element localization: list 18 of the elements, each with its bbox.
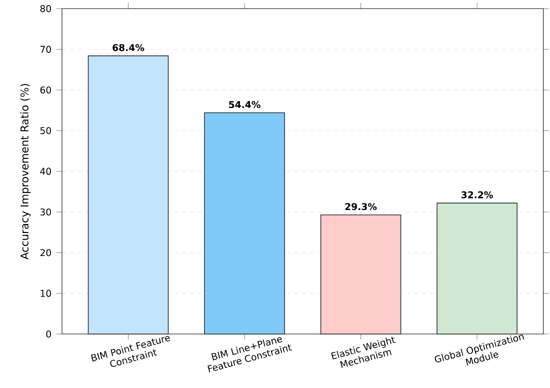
y-tick-label: 60 [40, 86, 51, 94]
y-tick-label: 40 [40, 168, 51, 175]
y-tick-label: 80 [40, 5, 51, 12]
bar [88, 55, 169, 334]
y-tick-label: 50 [40, 127, 51, 134]
y-tick-label: 10 [40, 290, 51, 297]
y-tick-label: 20 [40, 249, 51, 256]
data-label: 68.4% [112, 44, 144, 52]
y-tick-label: 70 [40, 46, 51, 53]
y-axis-title: Accuracy Improvement Ratio (%) [20, 84, 31, 260]
bar [204, 112, 285, 334]
bar [436, 202, 518, 334]
y-tick-label: 0 [46, 330, 51, 338]
data-label: 32.2% [461, 191, 493, 198]
data-label: 29.3% [345, 203, 377, 210]
data-label: 54.4% [229, 101, 260, 108]
bar [320, 214, 402, 334]
y-tick-label: 30 [40, 208, 51, 216]
